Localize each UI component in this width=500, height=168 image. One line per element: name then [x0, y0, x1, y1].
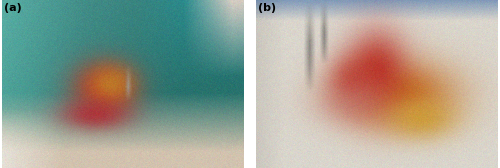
Text: (a): (a): [4, 3, 22, 13]
Text: (b): (b): [258, 3, 276, 13]
